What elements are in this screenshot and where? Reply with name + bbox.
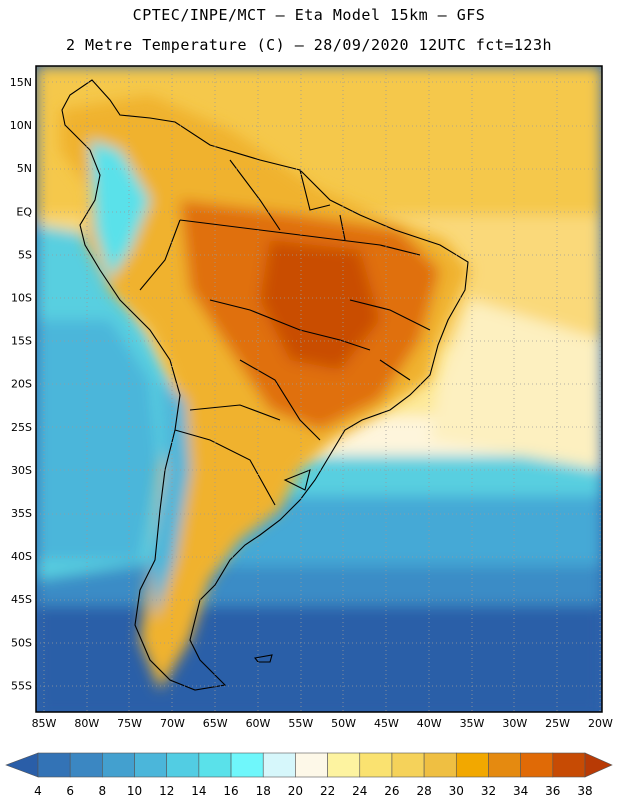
lat-label: 35S <box>11 507 32 520</box>
lon-label: 80W <box>74 717 99 730</box>
colorbar-swatch <box>37 752 71 778</box>
colorbar-swatch <box>295 752 328 778</box>
colorbar-label: 18 <box>256 784 271 798</box>
lon-label: 45W <box>374 717 399 730</box>
colorbar-label: 26 <box>384 784 399 798</box>
lon-label: 75W <box>117 717 142 730</box>
colorbar-label: 8 <box>99 784 107 798</box>
lat-label: 5S <box>18 248 32 261</box>
lat-label: 10N <box>10 119 32 132</box>
colorbar-swatch <box>230 752 264 778</box>
colorbar-swatch <box>359 752 393 778</box>
colorbar-swatch <box>455 752 489 778</box>
colorbar-label: 30 <box>449 784 464 798</box>
colorbar-label: 14 <box>191 784 206 798</box>
colorbar-swatch <box>488 752 521 778</box>
colorbar-swatch <box>166 752 200 778</box>
colorbar-swatch <box>327 752 361 778</box>
colorbar-arrow-high <box>584 752 613 778</box>
colorbar-swatch <box>69 752 103 778</box>
lat-label: 55S <box>11 679 32 692</box>
lat-label: 15S <box>11 335 32 348</box>
lon-label: 50W <box>331 717 356 730</box>
colorbar-swatch <box>262 752 296 778</box>
lat-label: 15N <box>10 76 32 89</box>
colorbar-swatch <box>391 752 425 778</box>
lon-label: 70W <box>160 717 185 730</box>
lon-label: 35W <box>460 717 485 730</box>
colorbar-label: 28 <box>416 784 431 798</box>
colorbar-label: 22 <box>320 784 335 798</box>
longitude-labels: 85W 80W 75W 70W 65W 60W 55W 50W 45W 40W 35W 30W 25W 2… <box>32 717 613 730</box>
colorbar-arrow-low <box>5 752 39 778</box>
colorbar-label: 6 <box>66 784 74 798</box>
colorbar-swatch <box>520 752 554 778</box>
lat-label: 50S <box>11 636 32 649</box>
map-border <box>35 65 603 713</box>
colorbar-swatch <box>198 752 232 778</box>
lat-label: 10S <box>11 292 32 305</box>
lon-label: 55W <box>288 717 313 730</box>
colorbar-label: 36 <box>545 784 560 798</box>
colorbar-label: 10 <box>127 784 142 798</box>
map-subtitle: 2 Metre Temperature (C) – 28/09/2020 12U… <box>65 36 553 54</box>
lat-label: 30S <box>11 464 32 477</box>
colorbar-label: 12 <box>159 784 174 798</box>
colorbar-swatch <box>552 752 586 778</box>
lat-label: 25S <box>11 421 32 434</box>
colorbar-label: 4 <box>34 784 42 798</box>
lon-label: 85W <box>32 717 57 730</box>
lon-label: 25W <box>545 717 570 730</box>
lat-label: 40S <box>11 550 32 563</box>
colorbar-label: 34 <box>513 784 528 798</box>
lat-label: 45S <box>11 593 32 606</box>
colorbar: 4 6 8 10 12 14 16 18 20 22 24 26 28 30 32 34 36 38 <box>5 752 613 798</box>
lon-label: 65W <box>203 717 228 730</box>
lat-label: 20S <box>11 378 32 391</box>
lon-label: 30W <box>502 717 527 730</box>
lon-label: 20W <box>588 717 613 730</box>
colorbar-label: 24 <box>352 784 367 798</box>
coastline <box>61 79 469 691</box>
map-title: CPTEC/INPE/MCT – Eta Model 15km – GFS <box>132 6 486 24</box>
colorbar-swatch <box>102 752 135 778</box>
colorbar-label: 16 <box>223 784 238 798</box>
lat-label: EQ <box>16 205 32 218</box>
lon-label: 40W <box>417 717 442 730</box>
colorbar-swatch <box>134 752 168 778</box>
lat-label: 5N <box>17 162 32 175</box>
colorbar-swatch <box>423 752 457 778</box>
colorbar-label: 32 <box>481 784 496 798</box>
latitude-labels: 15N 10N 5N EQ 5S 10S 15S 20S 25S 30S 35S 40S 45S 50S 5… <box>10 76 33 692</box>
lon-label: 60W <box>246 717 271 730</box>
colorbar-label: 20 <box>288 784 303 798</box>
colorbar-label: 38 <box>577 784 592 798</box>
temperature-map: 15N 10N 5N EQ 5S 10S 15S 20S 25S 30S 35S 40S 45S 50S 5… <box>10 65 613 730</box>
